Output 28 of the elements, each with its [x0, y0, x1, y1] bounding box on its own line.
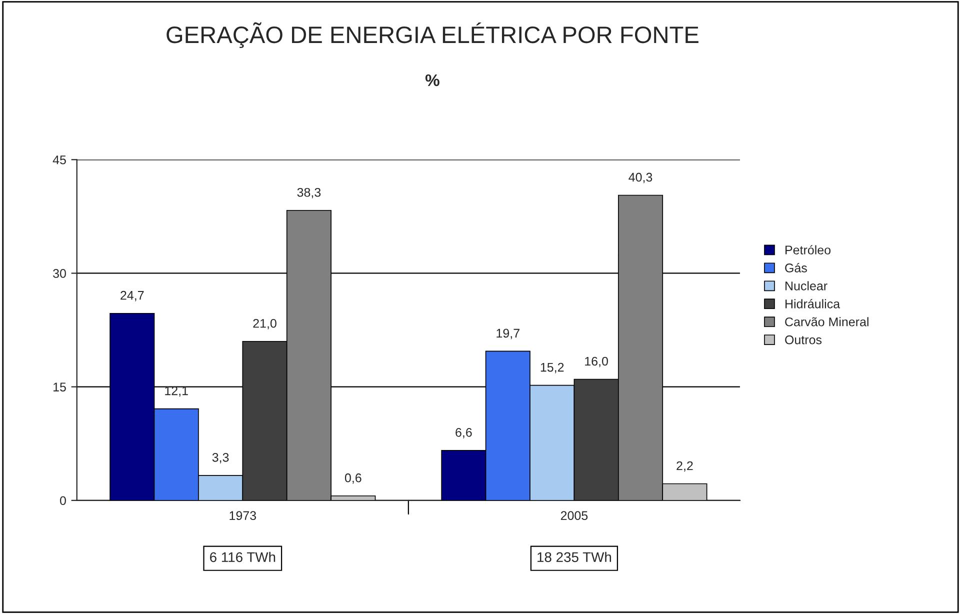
- x-tick-label: 2005: [560, 511, 588, 520]
- data-label: 19,7: [496, 328, 520, 340]
- legend-label: Outros: [785, 335, 822, 344]
- data-label: 38,3: [297, 188, 321, 198]
- data-label: 15,2: [540, 362, 564, 374]
- chart-subtitle: %: [425, 74, 440, 86]
- data-label: 21,0: [253, 318, 276, 330]
- y-tick-label: 30: [53, 269, 66, 278]
- y-tick-label: 45: [52, 156, 66, 164]
- data-label: 12,1: [165, 386, 188, 397]
- chart-title: GERAÇÃO DE ENERGIA ELÉTRICA POR FONTE: [166, 22, 698, 48]
- data-label: 16,0: [585, 356, 608, 368]
- legend-label: Carvão Mineral: [785, 317, 868, 326]
- data-label: 0,6: [344, 473, 362, 484]
- y-tick-label: 15: [54, 382, 66, 392]
- legend-label: Gás: [785, 263, 807, 272]
- data-label: 24,7: [120, 290, 144, 302]
- legend-label: Petróleo: [786, 245, 831, 254]
- data-label: 3,3: [212, 452, 229, 464]
- text: 18 235 TWh: [538, 552, 612, 562]
- x-tick-label: 1973: [230, 511, 256, 520]
- data-label: 6,6: [456, 428, 472, 438]
- text: 6 116 TWh: [210, 552, 276, 562]
- legend-label: Hidráulica: [786, 298, 840, 308]
- legend-label: Nuclear: [786, 281, 828, 290]
- data-label: 2,2: [676, 461, 693, 472]
- data-label: 40,3: [628, 172, 652, 184]
- y-tick-label: 0: [60, 496, 66, 506]
